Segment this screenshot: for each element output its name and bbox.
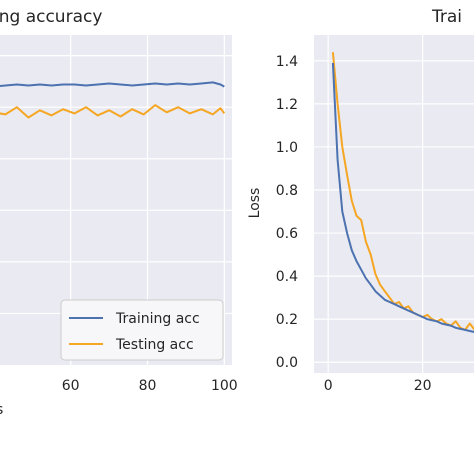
loss-x-tick-label: 0 <box>324 378 333 394</box>
loss-y-tick-label: 0.0 <box>276 355 298 371</box>
accuracy-x-axis-label: s <box>0 402 3 418</box>
loss-y-tick-label: 0.6 <box>276 226 298 242</box>
accuracy-series <box>0 81 226 119</box>
loss-y-tick-label: 0.2 <box>276 312 298 328</box>
training-loss-line <box>331 62 474 333</box>
accuracy-x-tick-label: 60 <box>62 378 80 394</box>
accuracy-chart: ing accuracy 60 80 100 s Training acc Test… <box>0 7 238 418</box>
legend-testing-label: Testing acc <box>115 337 194 353</box>
loss-x-ticks: 0 20 <box>324 378 432 394</box>
loss-y-tick-label: 0.8 <box>276 183 298 199</box>
legend-training-label: Training acc <box>115 311 200 327</box>
testing-acc-line <box>0 104 226 119</box>
testing-loss-line <box>331 52 474 331</box>
accuracy-x-ticks: 60 80 100 <box>62 378 238 394</box>
loss-plot-background <box>314 35 474 373</box>
loss-chart-title: Trai <box>431 7 462 27</box>
loss-y-tick-label: 1.0 <box>276 140 298 156</box>
accuracy-x-tick-label: 80 <box>139 378 157 394</box>
loss-y-tick-label: 1.2 <box>276 97 298 113</box>
loss-y-tick-label: 0.4 <box>276 269 298 285</box>
loss-x-tick-label: 20 <box>414 378 432 394</box>
loss-series <box>331 52 474 333</box>
accuracy-grid <box>0 35 232 365</box>
loss-chart: Trai 0.0 0.2 0.4 0.6 0.8 1.0 1.2 1.4 0 20 Loss <box>247 7 474 394</box>
loss-y-axis-label: Loss <box>247 188 263 219</box>
loss-y-ticks: 0.0 0.2 0.4 0.6 0.8 1.0 1.2 1.4 <box>276 54 298 371</box>
accuracy-x-tick-label: 100 <box>211 378 238 394</box>
training-acc-line <box>0 81 225 88</box>
legend: Training acc Testing acc <box>60 299 224 361</box>
loss-y-tick-label: 1.4 <box>276 54 298 70</box>
accuracy-chart-title: ing accuracy <box>0 7 102 27</box>
